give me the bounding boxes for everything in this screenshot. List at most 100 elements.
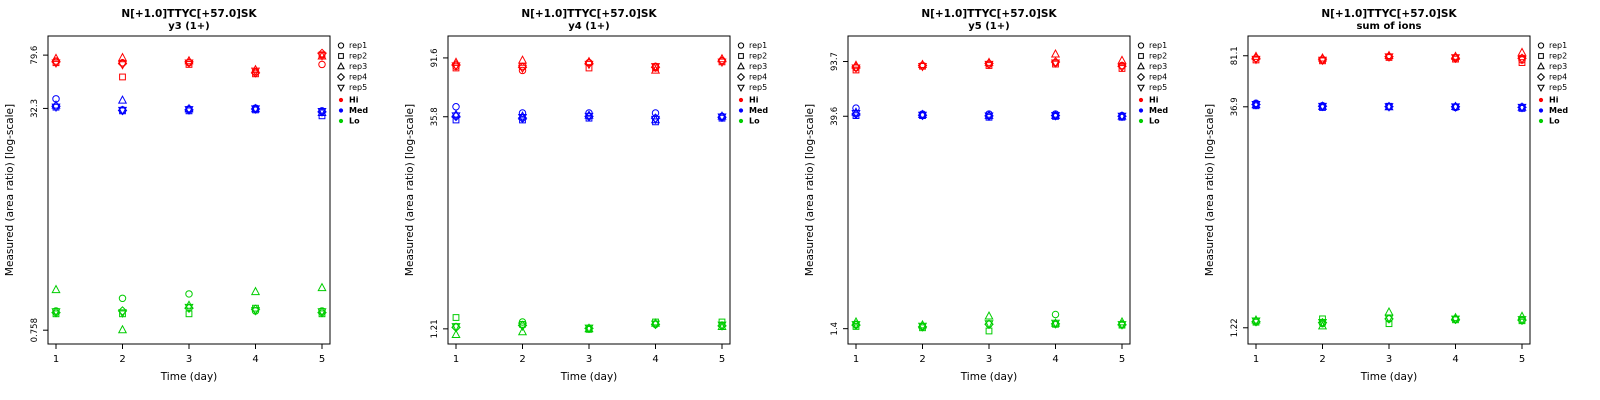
data-point — [852, 104, 860, 112]
marker-triangle-up — [1537, 61, 1545, 70]
data-point — [984, 311, 994, 320]
data-point — [1317, 102, 1328, 112]
legend-rep-item: rep1 — [737, 41, 767, 50]
data-point — [451, 57, 461, 66]
legend-rep-item: rep2 — [338, 52, 367, 61]
data-point — [451, 323, 461, 332]
legend-rep-label: rep1 — [749, 41, 767, 50]
plot-box — [1247, 35, 1531, 345]
y-tick-label: 1.4 — [830, 322, 840, 336]
marker-diamond — [1136, 72, 1146, 82]
legend-rep-item: rep5 — [337, 83, 367, 93]
plot-box — [447, 35, 731, 345]
data-point — [1117, 112, 1127, 122]
legend-level-item: Med — [738, 106, 768, 115]
legend-rep-label: rep1 — [349, 41, 367, 50]
marker-triangle-up — [1137, 61, 1145, 70]
data-point — [1384, 103, 1394, 112]
legend-level-label: Lo — [349, 117, 360, 126]
data-point — [250, 68, 261, 78]
legend-level-label: Med — [1549, 106, 1568, 115]
data-point — [451, 112, 461, 121]
marker-triangle-down — [1537, 84, 1545, 93]
marker-triangle-up — [337, 61, 345, 70]
y-tick-label: 1.22 — [1230, 318, 1240, 337]
data-point — [851, 110, 861, 119]
marker-circle — [338, 118, 344, 124]
legend-level-label: Lo — [1549, 117, 1560, 126]
data-point — [250, 64, 261, 74]
marker-triangle-down — [337, 84, 345, 93]
x-tick-label: 2 — [1319, 354, 1325, 365]
data-point — [51, 308, 61, 317]
data-point — [517, 55, 528, 64]
legend-rep-label: rep1 — [1149, 41, 1167, 50]
data-point — [250, 103, 261, 113]
x-tick-label: 3 — [1386, 354, 1392, 365]
data-point — [118, 294, 127, 303]
legend-rep-item: rep4 — [1136, 72, 1167, 82]
data-point — [117, 324, 128, 334]
x-tick-label: 2 — [919, 354, 925, 365]
legend-level-label: Lo — [749, 117, 760, 126]
data-point — [650, 115, 661, 125]
legend-rep-item: rep3 — [1537, 61, 1567, 71]
data-point — [1251, 317, 1261, 327]
legend-level-item: Lo — [1138, 117, 1160, 126]
data-point — [1450, 101, 1461, 111]
legend-rep-label: rep3 — [349, 62, 367, 71]
x-tick-label: 1 — [1253, 354, 1259, 365]
legend-level-item: Hi — [738, 96, 759, 105]
x-axis-label: Time (day) — [960, 371, 1018, 383]
legend-level-label: Med — [1149, 106, 1168, 115]
data-point — [317, 52, 327, 61]
legend-level-label: Hi — [1549, 96, 1559, 105]
marker-square — [738, 53, 744, 59]
y-axis-label: Measured (area ratio) [log-scale] — [804, 104, 816, 276]
legend-level-label: Hi — [1149, 96, 1159, 105]
data-point — [51, 53, 61, 62]
x-tick-label: 5 — [1119, 354, 1125, 365]
legend-rep-item: rep1 — [1137, 41, 1167, 50]
legend-rep-item: rep3 — [337, 61, 367, 71]
x-axis-label: Time (day) — [1360, 371, 1418, 383]
data-point — [1517, 47, 1527, 56]
y-tick-label: 81.1 — [1230, 46, 1240, 65]
legend-rep-label: rep4 — [349, 73, 367, 82]
legend-rep-label: rep5 — [1149, 83, 1167, 92]
data-point — [717, 113, 727, 123]
y-axis-label: Measured (area ratio) [log-scale] — [4, 104, 16, 276]
x-tick-label: 1 — [853, 354, 859, 365]
legend-level-item: Lo — [1538, 117, 1560, 126]
x-tick-label: 3 — [986, 354, 992, 365]
marker-square — [1138, 53, 1144, 59]
legend-rep-label: rep5 — [1549, 83, 1567, 92]
x-tick-label: 5 — [1519, 354, 1525, 365]
legend-rep-label: rep5 — [349, 83, 367, 92]
marker-diamond — [1536, 72, 1546, 82]
data-point — [1050, 48, 1061, 58]
x-tick-label: 5 — [319, 354, 325, 365]
data-point — [1117, 321, 1127, 330]
data-point — [184, 59, 194, 69]
data-point — [184, 106, 194, 115]
panel-title: N[+1.0]TTYC[+57.0]SK — [1321, 8, 1457, 20]
panel-title: N[+1.0]TTYC[+57.0]SK — [921, 8, 1057, 20]
data-point — [117, 106, 128, 116]
data-point — [184, 303, 194, 313]
data-point — [984, 112, 994, 122]
y-tick-label: 91.6 — [430, 48, 440, 67]
data-point — [517, 322, 528, 332]
data-point — [518, 66, 527, 75]
data-point — [917, 111, 928, 121]
marker-circle — [738, 97, 744, 103]
marker-circle — [738, 108, 744, 113]
marker-circle — [738, 118, 744, 124]
panel-title: N[+1.0]TTYC[+57.0]SK — [521, 8, 657, 20]
data-point — [584, 60, 594, 70]
data-point — [1050, 318, 1061, 327]
legend-rep-item: rep3 — [737, 61, 767, 71]
